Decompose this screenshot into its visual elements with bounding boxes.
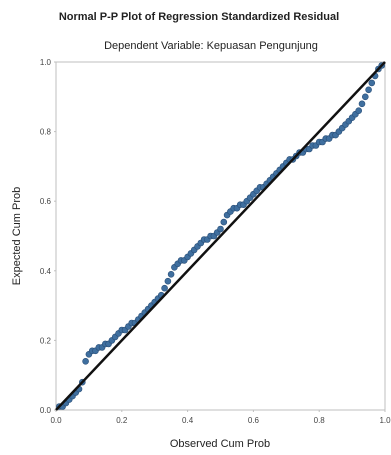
y-tick-label: 0.4	[40, 267, 52, 276]
y-tick-label: 1.0	[40, 58, 52, 67]
x-tick-label: 1.0	[379, 416, 391, 425]
data-point	[355, 107, 363, 114]
x-axis-ticks: 0.0 0.2 0.4 0.6 0.8 1.0	[50, 410, 391, 425]
plot-area	[55, 61, 386, 411]
data-point	[368, 79, 376, 87]
chart-subtitle: Dependent Variable: Kepuasan Pengunjung	[104, 40, 318, 52]
y-tick-label: 0.8	[40, 128, 52, 137]
data-point	[164, 277, 172, 285]
data-point	[82, 357, 89, 365]
y-tick-label: 0.6	[40, 197, 52, 206]
y-axis-label: Expected Cum Prob	[11, 187, 23, 285]
x-tick-label: 0.2	[116, 416, 128, 425]
x-tick-label: 0.6	[248, 416, 260, 425]
data-point	[161, 284, 168, 292]
y-tick-label: 0.0	[40, 406, 52, 415]
data-point	[358, 100, 366, 108]
reference-line	[55, 61, 386, 411]
x-tick-label: 0.4	[182, 416, 194, 425]
data-point	[167, 270, 175, 278]
data-point	[220, 218, 228, 226]
y-axis-ticks: 0.0 0.2 0.4 0.6 0.8 1.0	[40, 58, 56, 415]
x-axis-label: Observed Cum Prob	[170, 438, 270, 450]
chart-title: Normal P-P Plot of Regression Standardiz…	[59, 11, 339, 23]
x-tick-label: 0.0	[50, 416, 62, 425]
data-point	[361, 93, 369, 101]
x-tick-label: 0.8	[314, 416, 326, 425]
y-tick-label: 0.2	[40, 336, 52, 345]
data-points	[55, 62, 386, 410]
data-point	[217, 225, 224, 233]
data-point	[365, 86, 372, 94]
